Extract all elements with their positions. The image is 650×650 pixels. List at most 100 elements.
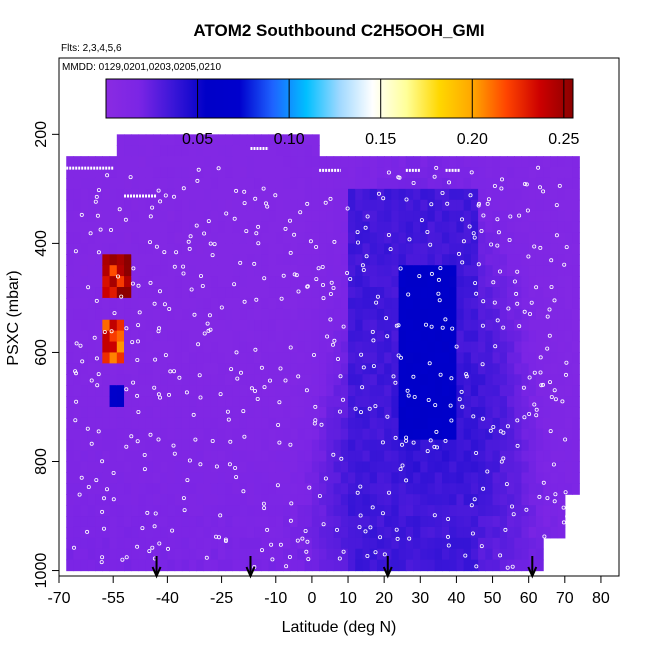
heatmap-cell: [174, 145, 183, 157]
heatmap-cell: [434, 516, 443, 528]
heatmap-cell: [340, 199, 349, 212]
sample-point: [499, 459, 504, 464]
heatmap-cell: [441, 494, 450, 506]
sample-point: [527, 411, 532, 416]
heatmap-cell: [124, 450, 132, 463]
heatmap-cell: [95, 308, 103, 321]
heatmap-cell: [355, 156, 364, 168]
heatmap-cell: [95, 385, 103, 397]
heatmap-cell: [217, 221, 226, 234]
heatmap-cell: [326, 385, 335, 397]
heatmap-cell: [449, 483, 458, 495]
heatmap-cell: [427, 287, 436, 299]
heatmap-cell: [297, 505, 306, 517]
heatmap-cell: [434, 363, 443, 375]
heatmap-cell: [145, 516, 154, 528]
sample-point: [361, 267, 366, 272]
sample-point: [80, 359, 85, 364]
heatmap-cell: [87, 265, 96, 277]
heatmap-cell: [405, 396, 414, 408]
heatmap-cell: [485, 199, 494, 212]
heatmap-cell: [550, 265, 559, 277]
heatmap-cell: [319, 494, 327, 506]
heatmap-cell: [297, 167, 306, 179]
heatmap-cell: [543, 505, 551, 517]
heatmap-cell: [152, 341, 161, 354]
heatmap-cell: [348, 287, 356, 299]
heatmap-cell: [95, 243, 103, 255]
heatmap-cell: [95, 406, 103, 419]
sample-point: [204, 555, 209, 560]
heatmap-cell: [369, 396, 378, 408]
heatmap-cell: [507, 472, 515, 484]
heatmap-cell: [427, 232, 436, 244]
heatmap-cell: [456, 505, 465, 517]
heatmap-cell: [348, 374, 356, 386]
heatmap-cell: [66, 232, 75, 244]
heatmap-cell: [116, 134, 125, 146]
heatmap-cell: [95, 188, 103, 201]
heatmap-cell: [413, 177, 421, 190]
sample-point: [189, 287, 194, 292]
heatmap-cell: [398, 341, 407, 354]
heatmap-cell: [528, 428, 537, 441]
heatmap-cell: [340, 341, 349, 354]
colorbar-gradient: [105, 78, 574, 119]
heatmap-cell: [470, 537, 479, 550]
heatmap-cell: [290, 308, 299, 321]
sample-point: [305, 539, 310, 544]
heatmap-cell: [398, 156, 407, 168]
heatmap-cell: [333, 243, 342, 255]
heatmap-cell: [174, 341, 183, 354]
heatmap-cell: [203, 559, 212, 572]
sample-point: [98, 227, 103, 232]
heatmap-cell: [283, 330, 291, 343]
sample-point: [472, 235, 477, 240]
heatmap-cell: [456, 428, 465, 441]
sample-point: [522, 181, 527, 186]
heatmap-cell: [413, 537, 421, 550]
heatmap-cell: [297, 308, 306, 321]
heatmap-cell: [268, 352, 277, 364]
heatmap-cell: [521, 374, 530, 386]
heatmap-cell: [304, 210, 313, 223]
heatmap-cell: [167, 319, 176, 332]
heatmap-cell: [138, 537, 147, 550]
heatmap-cell: [340, 254, 349, 266]
heatmap-cell: [441, 363, 450, 375]
sample-point: [525, 208, 530, 213]
heatmap-cell: [283, 319, 291, 332]
heatmap-cell: [420, 494, 429, 506]
heatmap-cell: [405, 254, 414, 266]
heatmap-cell: [478, 167, 486, 179]
heatmap-cell: [311, 516, 320, 528]
heatmap-cell: [152, 363, 161, 375]
heatmap-cell: [564, 374, 573, 386]
heatmap-cell: [470, 199, 479, 212]
heatmap-cell: [470, 188, 479, 201]
heatmap-cell: [268, 243, 277, 255]
heatmap-cell: [160, 265, 168, 277]
heatmap-cell: [492, 352, 501, 364]
heatmap-cell: [557, 276, 566, 288]
heatmap-cell: [348, 199, 356, 212]
heatmap-cell: [174, 439, 183, 452]
heatmap-cell: [521, 494, 530, 506]
heatmap-cell: [550, 232, 559, 244]
heatmap-cell: [109, 297, 118, 310]
heatmap-cell: [456, 156, 465, 168]
heatmap-cell: [109, 243, 118, 255]
heatmap-cell: [535, 537, 544, 550]
heatmap-cell: [102, 188, 111, 201]
heatmap-cell: [528, 417, 537, 430]
heatmap-cell: [326, 319, 335, 332]
heatmap-cell: [572, 188, 580, 201]
sample-point: [216, 166, 221, 171]
heatmap-cell: [550, 396, 559, 408]
heatmap-cell: [268, 287, 277, 299]
heatmap-cell: [528, 450, 537, 463]
heatmap-cell: [116, 428, 125, 441]
heatmap-cell: [138, 483, 147, 495]
heatmap-cell: [239, 177, 248, 190]
heatmap-cell: [311, 308, 320, 321]
